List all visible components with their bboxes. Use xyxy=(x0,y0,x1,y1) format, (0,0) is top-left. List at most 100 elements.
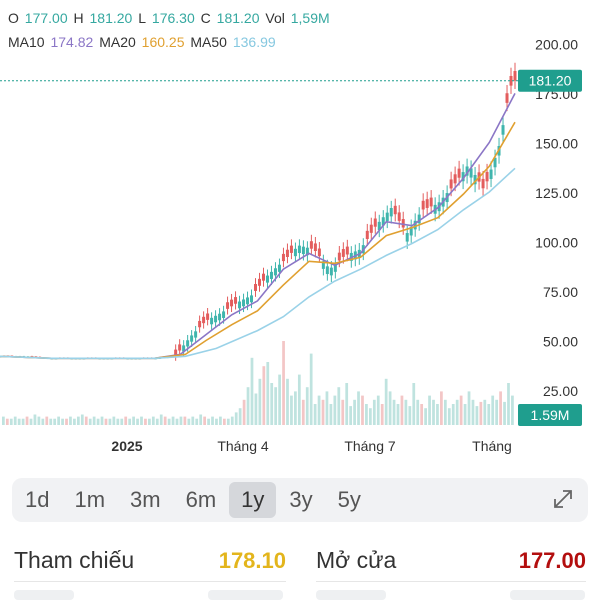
candle-body xyxy=(194,331,198,338)
expand-icon[interactable] xyxy=(552,488,574,510)
volume-bar xyxy=(9,418,13,425)
volume-bar xyxy=(491,395,495,425)
volume-bar xyxy=(447,408,451,425)
volume-bar xyxy=(451,404,455,425)
candle-body xyxy=(397,212,401,221)
volume-bar xyxy=(368,408,372,425)
candle-body xyxy=(273,268,277,276)
candle-body xyxy=(269,271,273,279)
volume-bar xyxy=(104,418,108,425)
volume-bar xyxy=(325,391,329,425)
candle-body xyxy=(341,249,345,257)
candle-body xyxy=(186,340,190,347)
volume-bar xyxy=(199,414,203,425)
tab-1m[interactable]: 1m xyxy=(74,487,106,512)
volume-bar xyxy=(45,416,49,425)
volume-bar xyxy=(428,395,431,425)
volume-bar xyxy=(305,387,309,425)
volume-bar xyxy=(511,395,514,425)
volume-bar xyxy=(250,357,254,425)
tab-1d[interactable]: 1d xyxy=(25,487,50,512)
volume-bar xyxy=(388,391,392,425)
volume-bar xyxy=(163,416,167,425)
candle-body xyxy=(381,217,385,226)
volume-bar xyxy=(333,395,337,425)
candle-body xyxy=(226,302,230,309)
price-chart[interactable]: 200.00175.00150.00125.00100.0075.0050.00… xyxy=(0,0,600,465)
volume-bar xyxy=(353,399,356,425)
volume-bar xyxy=(215,418,218,425)
volume-bar xyxy=(29,418,33,425)
candle-body xyxy=(178,344,182,351)
volume-bar xyxy=(25,416,29,425)
volume-bar xyxy=(317,395,321,425)
close-label: C xyxy=(200,10,211,26)
tab-1y[interactable]: 1y xyxy=(229,482,277,518)
volume-bar xyxy=(234,412,238,425)
y-tick-label: 50.00 xyxy=(543,334,578,350)
volume-bar xyxy=(337,387,341,425)
last-volume-label: 1.59M xyxy=(531,407,570,423)
volume-bar xyxy=(365,404,368,425)
y-tick-label: 100.00 xyxy=(535,235,578,251)
candle-body xyxy=(389,208,393,217)
candle-body xyxy=(230,299,234,307)
candle-body xyxy=(461,172,465,182)
volume-bar xyxy=(455,399,459,425)
volume-bar xyxy=(151,416,155,425)
volume-bar xyxy=(404,399,408,425)
volume-bar xyxy=(211,416,214,425)
volume-bar xyxy=(69,416,72,425)
candle-body xyxy=(190,335,194,342)
ma10-line xyxy=(0,93,516,360)
volume-bar xyxy=(297,374,301,425)
tab-3m[interactable]: 3m xyxy=(130,487,161,512)
volume-bar xyxy=(41,418,45,425)
volume-bar xyxy=(274,387,278,425)
tab-5y[interactable]: 5y xyxy=(337,487,361,512)
candle-body xyxy=(309,241,313,249)
volume-bar xyxy=(420,404,424,425)
tab-6m[interactable]: 6m xyxy=(185,487,217,512)
candle-body xyxy=(289,245,293,253)
volume-bar xyxy=(49,418,53,425)
candle-body xyxy=(281,253,285,262)
volume-bar xyxy=(242,399,246,425)
next-row-hint xyxy=(510,590,585,600)
candle-body xyxy=(401,219,405,228)
volume-bar xyxy=(372,399,376,425)
y-tick-label: 25.00 xyxy=(543,383,578,399)
candle-body xyxy=(246,297,250,305)
ma10-value: 174.82 xyxy=(50,34,94,50)
candle-body xyxy=(417,214,421,224)
volume-bar xyxy=(179,416,183,425)
tab-3y[interactable]: 3y xyxy=(289,487,313,512)
y-tick-label: 200.00 xyxy=(535,37,578,53)
candle-body xyxy=(505,93,509,103)
ma20-line xyxy=(0,121,516,360)
candle-body xyxy=(373,218,377,227)
x-tick-label: Tháng 4 xyxy=(217,438,269,454)
ma50-line xyxy=(0,167,516,360)
candle-body xyxy=(265,275,269,283)
volume-bar xyxy=(132,416,135,425)
candle-body xyxy=(182,345,186,352)
reference-price-value: 178.10 xyxy=(218,547,286,573)
volume-bar xyxy=(159,414,163,425)
volume-bar xyxy=(136,418,139,425)
candle-body xyxy=(393,205,397,215)
volume-bar xyxy=(57,416,60,425)
volume-bar xyxy=(238,408,242,425)
volume-bar xyxy=(116,418,120,425)
volume-bar xyxy=(187,418,191,425)
volume-bar xyxy=(108,418,112,425)
reference-price-label: Tham chiếu xyxy=(14,547,135,573)
volume-bar xyxy=(440,391,443,425)
volume-bar xyxy=(380,404,384,425)
low-value: 176.30 xyxy=(151,10,195,26)
open-label: O xyxy=(8,10,19,26)
volume-bar xyxy=(392,399,396,425)
candle-body xyxy=(250,295,254,303)
candle-body xyxy=(365,230,369,239)
volume-bar xyxy=(37,416,41,425)
